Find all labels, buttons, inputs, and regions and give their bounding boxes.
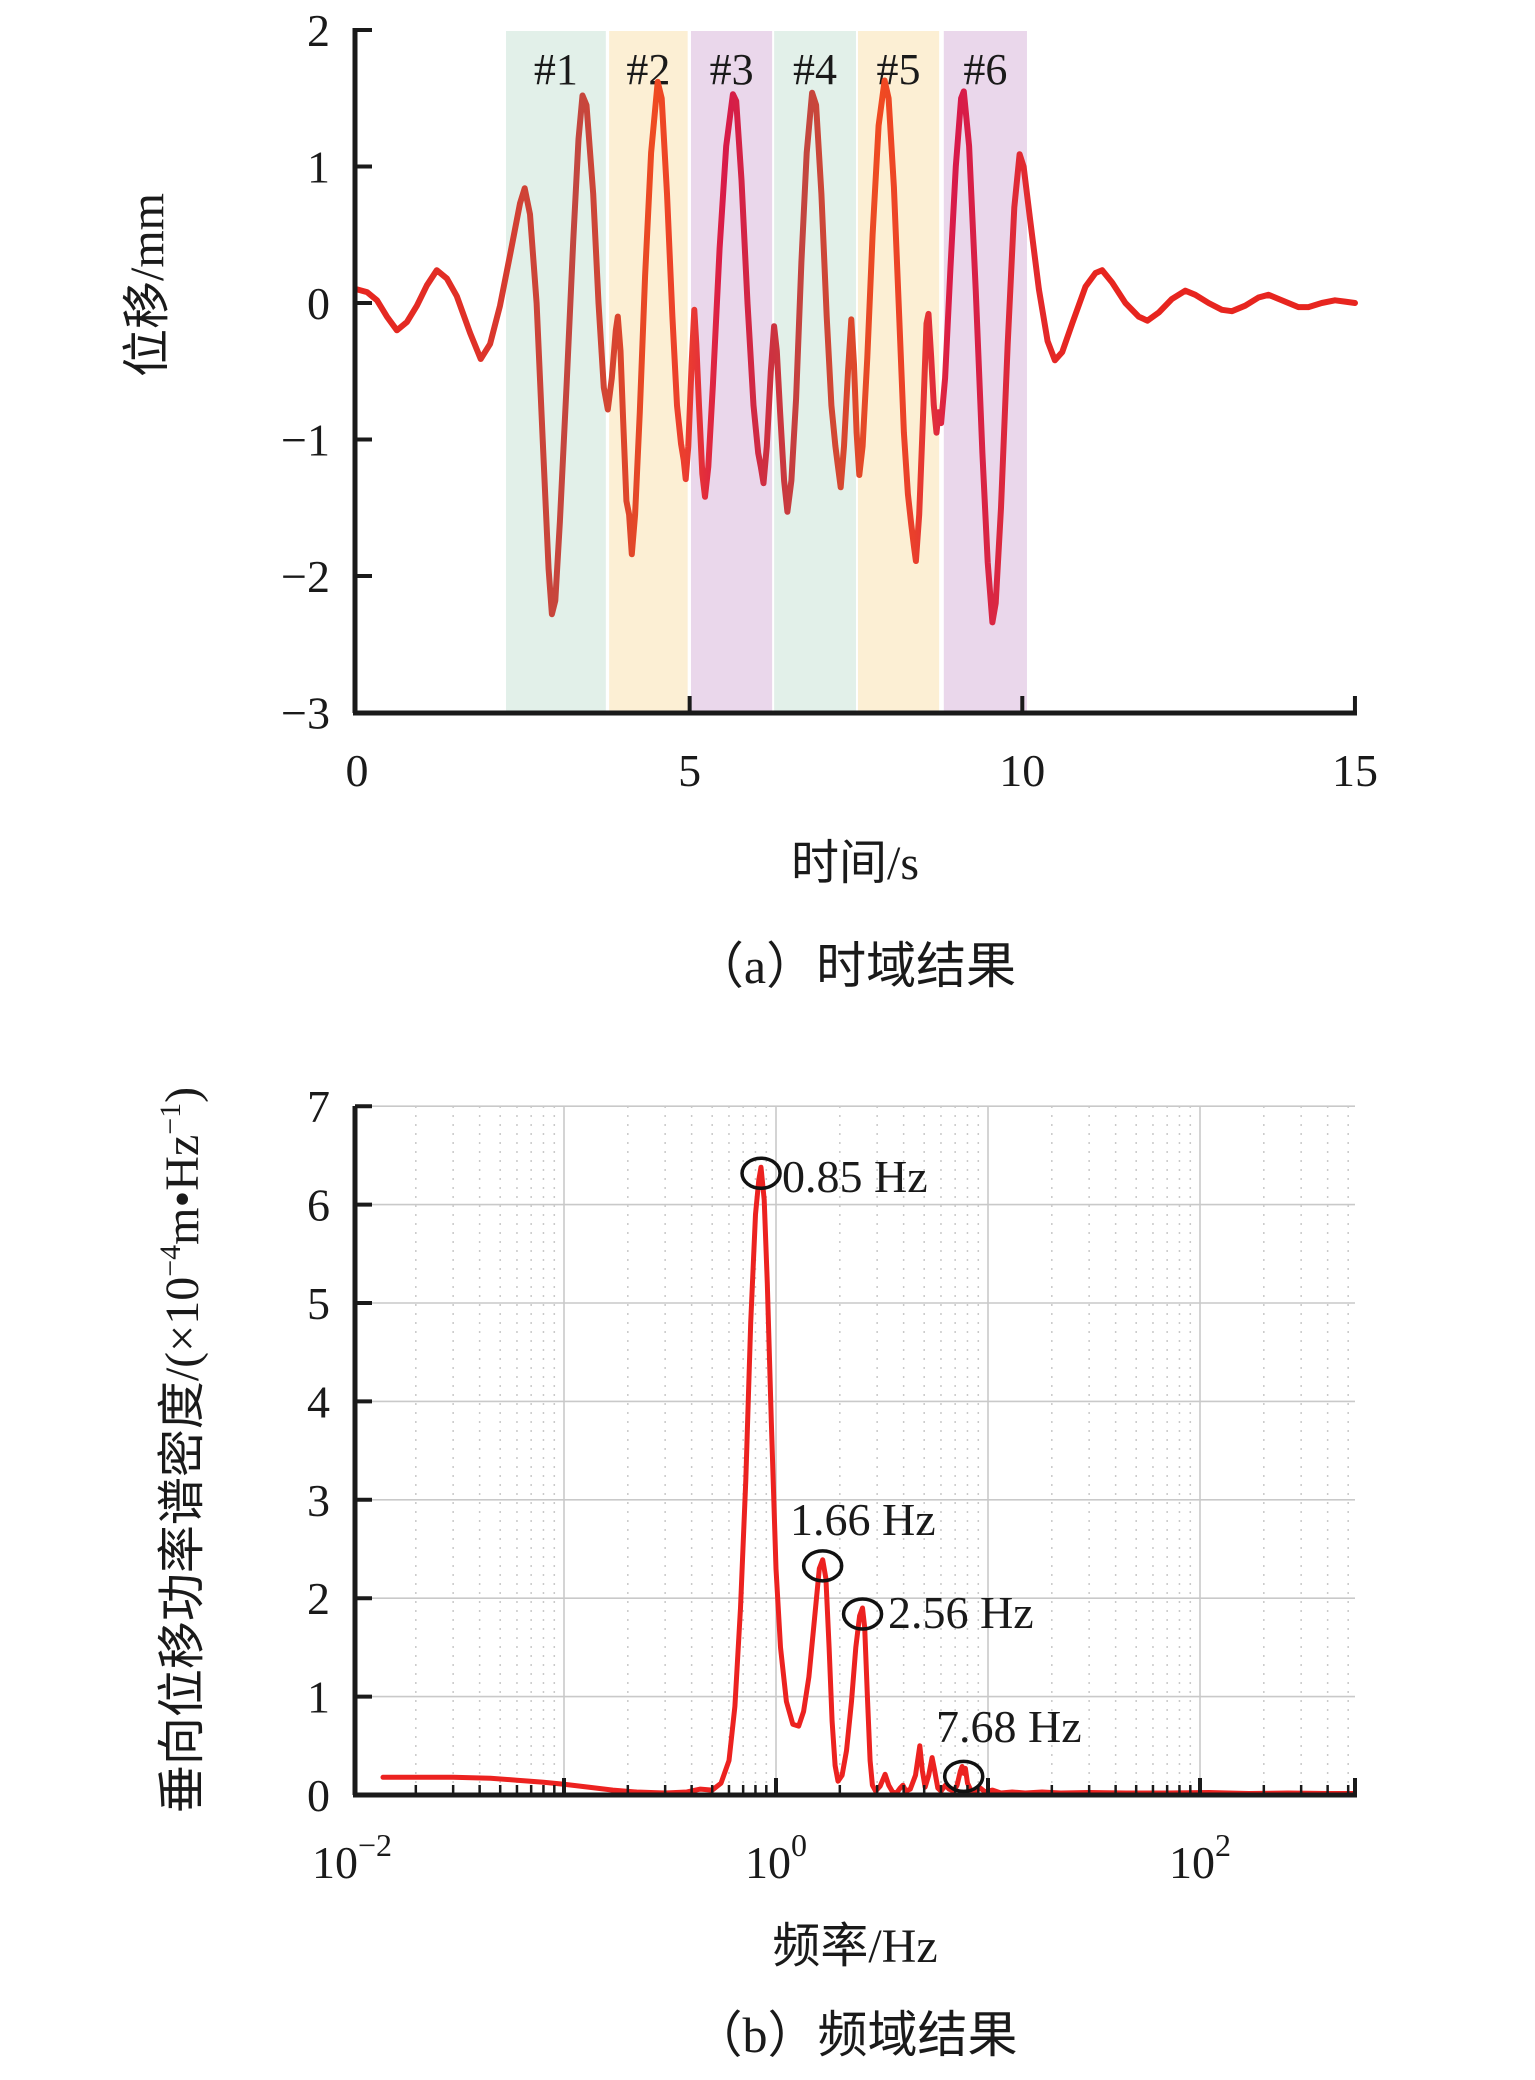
peak-circle-2 xyxy=(801,1549,844,1583)
caption-b: （b）频域结果 xyxy=(693,2007,1018,2063)
x-tick-label: 0 xyxy=(346,745,369,796)
phase-band-4 xyxy=(774,31,856,713)
displacement-curve xyxy=(354,77,1358,626)
x-tick-label: 102 xyxy=(1169,1827,1231,1888)
y-tick-label: 0 xyxy=(307,278,330,329)
y-tick-label: 1 xyxy=(307,142,330,193)
phase-band-label-4: #4 xyxy=(793,45,837,94)
y-axis-label-psd: 垂向位移功率谱密度/(×10−4m•Hz−1) xyxy=(154,1087,209,1813)
x-axis-label-time: 时间/s xyxy=(791,837,919,890)
phase-band-label-1: #1 xyxy=(534,45,578,94)
y-tick-label: 5 xyxy=(307,1278,330,1329)
y-axis-label-displacement: 位移/mm xyxy=(121,193,174,377)
y-tick-label: −3 xyxy=(281,688,330,739)
y-tick-label: 0 xyxy=(307,1770,330,1821)
phase-band-label-2: #2 xyxy=(626,45,670,94)
time-axes-group: 210−1−2−30 5 10 15 xyxy=(281,5,1378,796)
caption-a: （a）时域结果 xyxy=(694,938,1016,994)
peak-annotation-2.56hz: 2.56 Hz xyxy=(888,1587,1034,1638)
phase-band-label-6: #6 xyxy=(963,45,1007,94)
peak-circle-4 xyxy=(942,1759,985,1794)
y-tick-label: 2 xyxy=(307,1573,330,1624)
y-tick-label: 2 xyxy=(307,5,330,56)
psd-axes-group: 0 1 2 3 4 5 6 7 10−2 100 102 xyxy=(307,1081,1357,1888)
x-tick-label: 100 xyxy=(745,1827,807,1888)
y-tick-label: 6 xyxy=(307,1180,330,1231)
y-tick-label: 7 xyxy=(307,1081,330,1132)
y-tick-label: −1 xyxy=(281,415,330,466)
y-tick-label: 3 xyxy=(307,1475,330,1526)
x-axis-label-frequency: 频率/Hz xyxy=(772,1920,937,1973)
psd-grid-group xyxy=(355,1105,1355,1795)
x-tick-label: 15 xyxy=(1332,745,1378,796)
x-tick-label: 10−2 xyxy=(312,1827,392,1888)
phase-band-3 xyxy=(690,31,773,713)
y-tick-label: −2 xyxy=(281,551,330,602)
y-tick-label: 1 xyxy=(307,1672,330,1723)
peak-markers-group xyxy=(740,1156,985,1794)
peak-circle-1 xyxy=(740,1156,782,1190)
phase-band-label-3: #3 xyxy=(710,45,754,94)
peak-circle-3 xyxy=(841,1597,884,1631)
psd-curve xyxy=(380,1164,1356,1796)
phase-bands-group: #1 #2 #3 #4 #5 #6 xyxy=(506,31,1027,713)
displacement-curve-group xyxy=(354,77,1358,626)
y-tick-label: 4 xyxy=(307,1376,330,1427)
peak-annotation-1.66hz: 1.66 Hz xyxy=(790,1494,936,1545)
peak-annotation-7.68hz: 7.68 Hz xyxy=(936,1701,1082,1752)
x-tick-label: 5 xyxy=(678,745,701,796)
x-tick-label: 10 xyxy=(999,745,1045,796)
psd-curve-group xyxy=(380,1164,1356,1796)
peak-annotation-0.85hz: 0.85 Hz xyxy=(782,1151,928,1202)
